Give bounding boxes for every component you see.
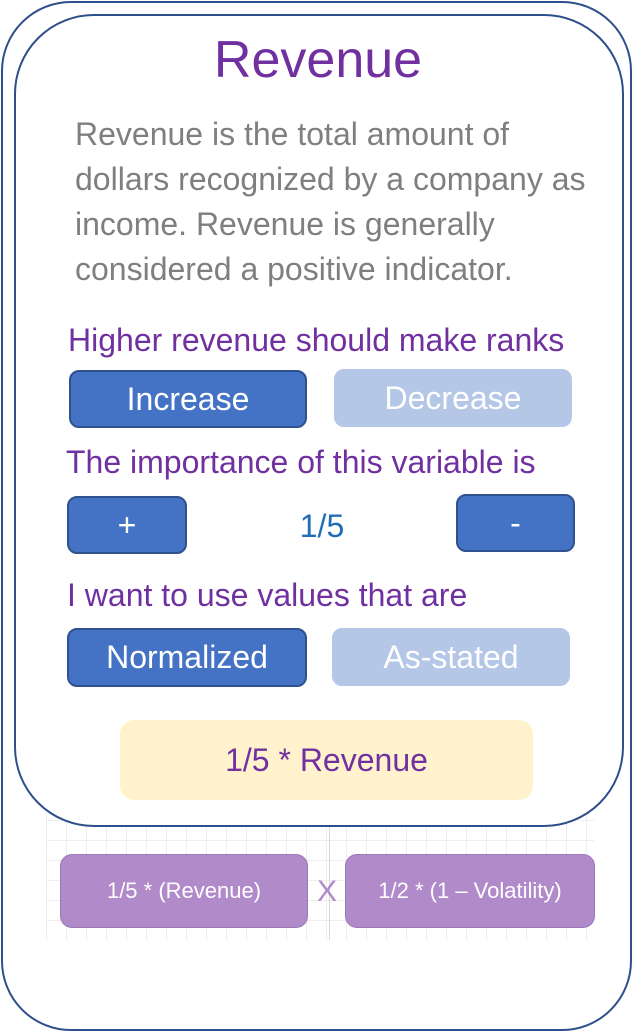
importance-value: 1/5 <box>299 508 345 544</box>
composite-term-volatility[interactable]: 1/2 * (1 – Volatility) <box>345 854 595 928</box>
value-mode-prompt: I want to use values that are <box>67 577 468 613</box>
importance-prompt: The importance of this variable is <box>66 444 536 480</box>
variable-description: Revenue is the total amount of dollars r… <box>75 116 586 287</box>
multiply-operator: X <box>316 875 337 908</box>
direction-prompt: Higher revenue should make ranks <box>68 322 565 358</box>
increase-button[interactable]: Increase <box>69 370 307 428</box>
importance-minus-button[interactable]: - <box>456 494 575 552</box>
normalized-button[interactable]: Normalized <box>67 628 307 687</box>
as-stated-button[interactable]: As-stated <box>332 628 570 686</box>
composite-term-revenue[interactable]: 1/5 * (Revenue) <box>60 854 308 928</box>
grid-center-line <box>329 800 330 940</box>
formula-box: 1/5 * Revenue <box>120 720 533 800</box>
importance-plus-button[interactable]: + <box>67 496 187 554</box>
variable-title: Revenue <box>213 31 423 89</box>
decrease-button[interactable]: Decrease <box>334 369 572 427</box>
